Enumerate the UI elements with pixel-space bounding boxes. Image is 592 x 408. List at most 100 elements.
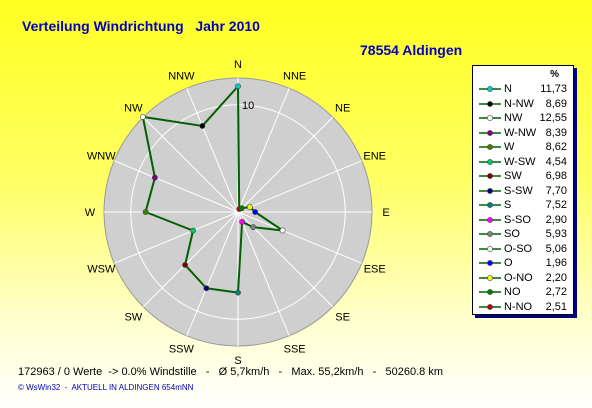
legend-value: 12,55: [539, 112, 567, 124]
axis-wsw: [114, 211, 239, 264]
legend-value: 2,20: [545, 271, 567, 284]
legend-direction: N: [504, 83, 512, 95]
legend-swatch: [479, 115, 501, 121]
legend: % N 11,73 N-NW 8,69 NW 12,55 W-NW 8,39 W 8,62 W-SW…: [472, 65, 574, 315]
point-sse: [239, 219, 246, 225]
legend-swatch: [479, 100, 501, 107]
legend-item-o-so: O-SO 5,06: [473, 242, 573, 257]
legend-swatch: [479, 274, 501, 281]
legend-unit: %: [550, 69, 559, 80]
direction-label-ese: ESE: [364, 264, 386, 276]
legend-item-o: O 1,96: [473, 256, 573, 271]
axis-sse: [237, 211, 290, 336]
legend-item-o-no: O-NO 2,20: [473, 271, 573, 286]
legend-direction: SO: [504, 228, 520, 240]
point-e: [252, 209, 259, 215]
direction-label-e: E: [382, 207, 389, 219]
legend-value: 2,90: [545, 213, 567, 226]
legend-direction: NO: [504, 286, 521, 298]
legend-direction: O-SO: [504, 242, 533, 255]
point-ene: [246, 204, 253, 210]
direction-label-sw: SW: [124, 312, 142, 324]
axis-ese: [237, 211, 362, 264]
legend-direction: W-NW: [504, 126, 537, 139]
point-nw: [139, 113, 146, 120]
point-n: [235, 83, 241, 90]
axis-nne: [237, 88, 290, 213]
legend-direction: O: [504, 257, 513, 269]
legend-value: 5,06: [545, 242, 567, 255]
legend-item-no: NO 2,72: [473, 285, 573, 300]
direction-label-nne: NNE: [283, 70, 306, 82]
legend-item-n-nw: N-NW 8,69: [473, 97, 573, 112]
legend-swatch: [479, 231, 501, 237]
direction-label-nw: NW: [124, 102, 143, 114]
axis-ssw: [186, 211, 239, 336]
legend-direction: S: [504, 199, 512, 211]
statistics-line: 172963 / 0 Werte -> 0.0% Windstille - Ø …: [18, 366, 443, 378]
direction-label-ne: NE: [335, 102, 350, 114]
legend-direction: N-NO: [504, 300, 533, 313]
legend-value: 8,39: [545, 126, 567, 139]
legend-swatch: [479, 129, 501, 136]
point-w: [142, 209, 149, 215]
direction-label-nnw: NNW: [168, 70, 195, 82]
direction-label-wsw: WSW: [87, 264, 116, 276]
legend-direction: W: [504, 141, 515, 153]
legend-item-nw: NW 12,55: [473, 111, 573, 126]
chart-title: Verteilung Windrichtung Jahr 2010: [22, 18, 260, 34]
axis-sw: [142, 211, 239, 308]
legend-value: 8,62: [545, 141, 567, 153]
axis-nw: [142, 116, 239, 213]
legend-swatch: [479, 303, 501, 310]
legend-item-sw: SW 6,98: [473, 169, 573, 184]
legend-swatch: [479, 216, 501, 223]
legend-direction: W-SW: [504, 155, 536, 168]
credit-line: © WsWin32 - AKTUELL IN ALDINGEN 654mNN: [18, 383, 194, 392]
direction-label-wnw: WNW: [87, 150, 116, 162]
legend-item-w: W 8,62: [473, 140, 573, 155]
point-wnw: [152, 174, 158, 181]
legend-direction: S-SW: [504, 184, 533, 197]
legend-value: 1,96: [545, 257, 567, 269]
legend-item-s-so: S-SO 2,90: [473, 213, 573, 228]
legend-direction: NW: [504, 112, 523, 124]
legend-direction: O-NO: [504, 271, 533, 284]
ring-label: 10: [242, 100, 254, 112]
legend-swatch: [479, 245, 501, 252]
direction-label-ene: ENE: [363, 150, 386, 162]
axis-wnw: [114, 160, 239, 213]
legend-item-so: SO 5,93: [473, 227, 573, 242]
axis-ne: [237, 116, 334, 213]
point-nnw: [199, 123, 206, 129]
point-ssw: [203, 285, 210, 292]
legend-swatch: [479, 86, 501, 92]
legend-direction: SW: [504, 170, 522, 182]
legend-value: 8,69: [545, 97, 567, 110]
point-wsw: [190, 227, 196, 234]
axis-nnw: [186, 88, 239, 213]
legend-item-w-sw: W-SW 4,54: [473, 155, 573, 170]
legend-value: 11,73: [540, 83, 567, 95]
legend-value: 7,52: [545, 199, 567, 211]
legend-value: 2,51: [545, 300, 567, 313]
legend-swatch: [479, 187, 501, 194]
point-sw: [182, 262, 188, 268]
point-s: [235, 289, 241, 296]
legend-swatch: [479, 144, 501, 150]
series-layer: [139, 83, 286, 296]
legend-swatch: [479, 202, 501, 208]
direction-label-sse: SSE: [284, 344, 306, 356]
station-label: 78554 Aldingen: [360, 42, 463, 58]
legend-swatch: [479, 289, 501, 295]
legend-item-s: S 7,52: [473, 198, 573, 213]
direction-labels: N NNE NE ENE E ESE SE SSE S SSW SW WSW W WNW NW NNW: [85, 59, 390, 367]
legend-item-n-no: N-NO 2,51: [473, 300, 573, 315]
direction-label-w: W: [85, 207, 96, 219]
direction-label-n: N: [234, 59, 242, 71]
point-se: [250, 224, 257, 231]
legend-value: 5,93: [545, 228, 567, 240]
axis-ene: [237, 160, 362, 213]
legend-item-s-sw: S-SW 7,70: [473, 184, 573, 199]
